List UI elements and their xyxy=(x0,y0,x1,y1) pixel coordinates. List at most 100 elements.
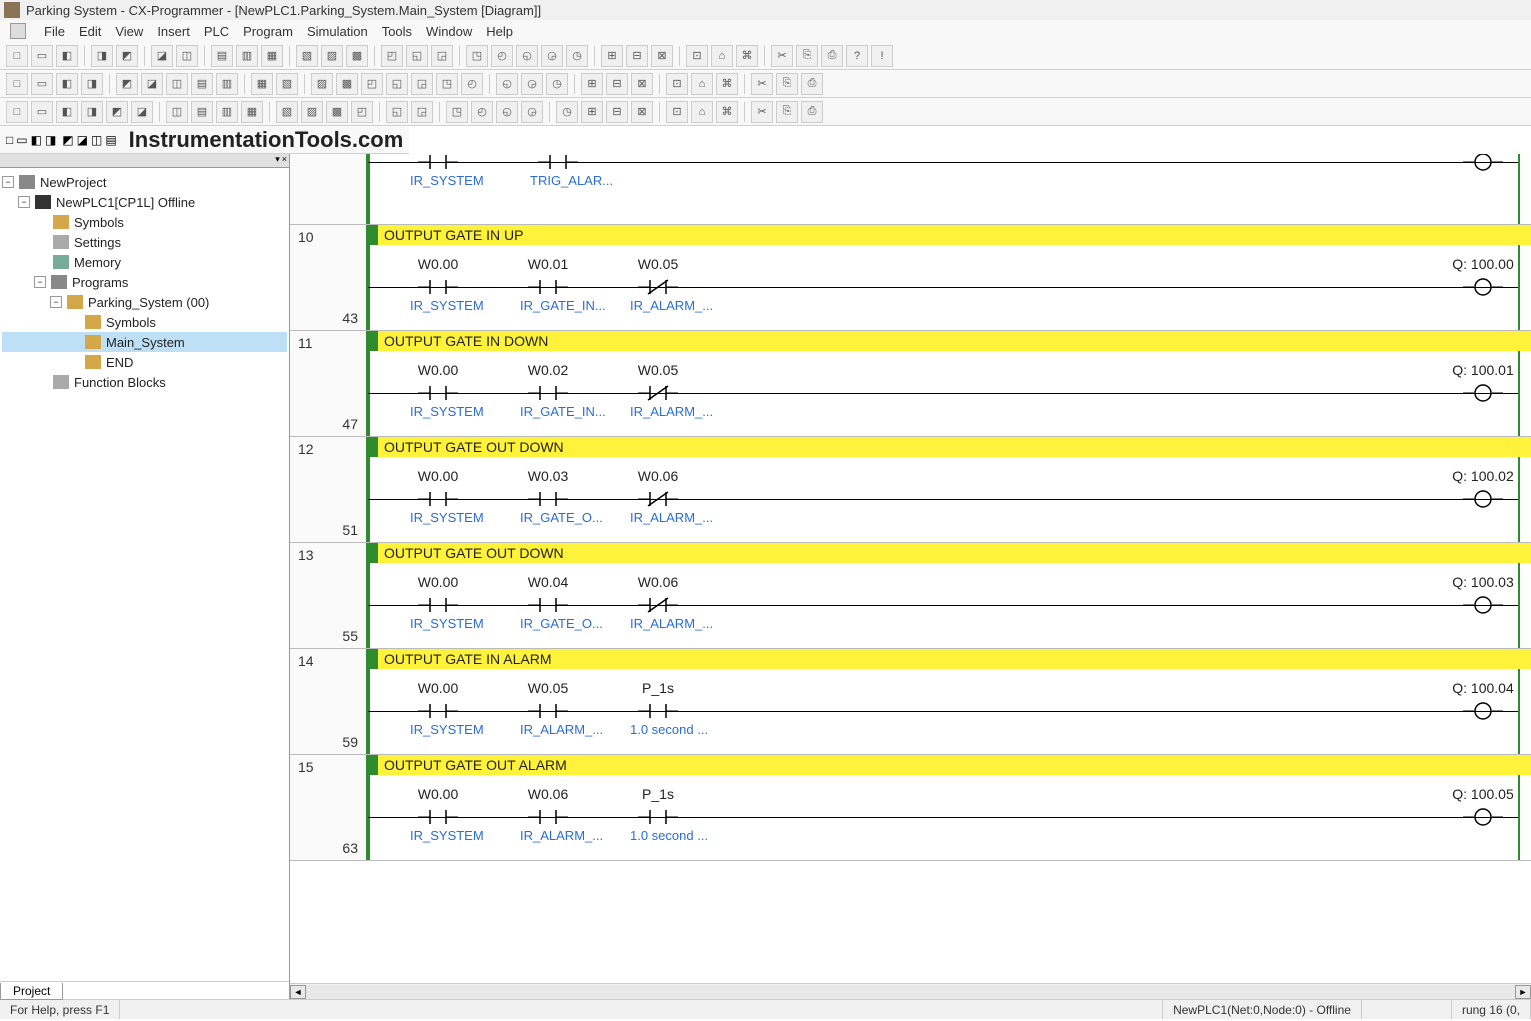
ladder-rung[interactable]: 1563OUTPUT GATE OUT ALARMW0.00IR_SYSTEMW… xyxy=(290,755,1531,861)
toolbar-button[interactable]: ⌂ xyxy=(691,73,713,95)
toolbar-button[interactable]: □ xyxy=(6,73,28,95)
ladder-rung[interactable]: 1147OUTPUT GATE IN DOWNW0.00IR_SYSTEMW0.… xyxy=(290,331,1531,437)
toolbar-button[interactable]: ◨ xyxy=(91,45,113,67)
toolbar-button[interactable]: ◨ xyxy=(45,133,56,147)
toolbar-button[interactable]: ◵ xyxy=(496,101,518,123)
toolbar-button[interactable]: ◪ xyxy=(151,45,173,67)
toolbar-button[interactable]: ◶ xyxy=(521,101,543,123)
menu-program[interactable]: Program xyxy=(243,24,293,39)
toolbar-button[interactable]: ▤ xyxy=(191,101,213,123)
toolbar-button[interactable]: ◲ xyxy=(411,101,433,123)
toolbar-button[interactable]: ⎙ xyxy=(801,101,823,123)
toolbar-button[interactable]: ✂ xyxy=(751,101,773,123)
toolbar-button[interactable]: ▧ xyxy=(296,45,318,67)
toolbar-button[interactable]: ⌘ xyxy=(716,73,738,95)
toolbar-button[interactable]: ◩ xyxy=(116,45,138,67)
doc-icon[interactable] xyxy=(10,23,26,39)
no-contact[interactable]: W0.04IR_GATE_O... xyxy=(528,596,568,614)
nc-contact[interactable]: W0.05IR_ALARM_... xyxy=(638,278,678,296)
toolbar-button[interactable]: ⊡ xyxy=(666,101,688,123)
menu-insert[interactable]: Insert xyxy=(157,24,190,39)
toolbar-button[interactable]: ◰ xyxy=(361,73,383,95)
toolbar-button[interactable]: ◩ xyxy=(106,101,128,123)
output-coil[interactable] xyxy=(1463,154,1503,171)
toolbar-button[interactable]: ✂ xyxy=(771,45,793,67)
toolbar-button[interactable]: ⎘ xyxy=(776,101,798,123)
toolbar-button[interactable]: ▧ xyxy=(276,101,298,123)
toolbar-button[interactable]: ◨ xyxy=(81,101,103,123)
toolbar-button[interactable]: ◩ xyxy=(62,133,73,147)
menu-plc[interactable]: PLC xyxy=(204,24,229,39)
toolbar-button[interactable]: ◨ xyxy=(81,73,103,95)
toolbar-button[interactable]: ▥ xyxy=(236,45,258,67)
toolbar-button[interactable]: ▭ xyxy=(16,133,27,147)
ladder-diagram[interactable]: IR_SYSTEMTRIG_ALAR...IR_ALARM_GATE_OUT10… xyxy=(290,154,1531,999)
toolbar-button[interactable]: ◱ xyxy=(406,45,428,67)
ladder-rung[interactable]: 1355OUTPUT GATE OUT DOWNW0.00IR_SYSTEMW0… xyxy=(290,543,1531,649)
output-coil[interactable]: Q: 100.00 xyxy=(1463,278,1503,296)
toolbar-button[interactable]: ▭ xyxy=(31,73,53,95)
tree-end[interactable]: END xyxy=(2,352,287,372)
toolbar-button[interactable]: ◱ xyxy=(386,73,408,95)
menu-edit[interactable]: Edit xyxy=(79,24,101,39)
toolbar-button[interactable]: ◧ xyxy=(56,73,78,95)
toolbar-button[interactable]: ◧ xyxy=(56,101,78,123)
toolbar-button[interactable]: □ xyxy=(6,101,28,123)
no-contact[interactable]: W0.00IR_SYSTEM xyxy=(418,278,458,296)
toolbar-button[interactable]: ▦ xyxy=(251,73,273,95)
toolbar-button[interactable]: ▭ xyxy=(31,45,53,67)
toolbar-button[interactable]: ⎙ xyxy=(821,45,843,67)
toolbar-button[interactable]: ◰ xyxy=(381,45,403,67)
toolbar-button[interactable]: ◵ xyxy=(516,45,538,67)
ladder-rung[interactable]: 1043OUTPUT GATE IN UPW0.00IR_SYSTEMW0.01… xyxy=(290,225,1531,331)
output-coil[interactable]: Q: 100.03 xyxy=(1463,596,1503,614)
ladder-rung[interactable]: 1251OUTPUT GATE OUT DOWNW0.00IR_SYSTEMW0… xyxy=(290,437,1531,543)
ladder-rung[interactable]: IR_SYSTEMTRIG_ALAR...IR_ALARM_GATE_OUT xyxy=(290,154,1531,225)
toolbar-button[interactable]: ◳ xyxy=(466,45,488,67)
toolbar-button[interactable]: ▨ xyxy=(301,101,323,123)
toolbar-button[interactable]: ⎘ xyxy=(796,45,818,67)
no-contact[interactable]: W0.00IR_SYSTEM xyxy=(418,702,458,720)
toolbar-button[interactable]: ◴ xyxy=(471,101,493,123)
tree-ps-symbols[interactable]: Symbols xyxy=(2,312,287,332)
toolbar-button[interactable]: ◳ xyxy=(446,101,468,123)
toolbar-button[interactable]: ⌂ xyxy=(711,45,733,67)
toolbar-button[interactable]: ◳ xyxy=(436,73,458,95)
output-coil[interactable]: Q: 100.05 xyxy=(1463,808,1503,826)
toolbar-button[interactable]: ⌘ xyxy=(716,101,738,123)
tree-root[interactable]: −NewProject xyxy=(2,172,287,192)
tree-memory[interactable]: Memory xyxy=(2,252,287,272)
no-contact[interactable]: P_1s1.0 second ... xyxy=(638,808,678,826)
menu-simulation[interactable]: Simulation xyxy=(307,24,368,39)
toolbar-button[interactable]: ⊞ xyxy=(581,73,603,95)
no-contact[interactable]: W0.01IR_GATE_IN... xyxy=(528,278,568,296)
no-contact[interactable]: W0.02IR_GATE_IN... xyxy=(528,384,568,402)
toolbar-button[interactable]: ⌂ xyxy=(691,101,713,123)
no-contact[interactable]: IR_SYSTEM xyxy=(418,154,458,171)
scroll-right-icon[interactable]: ► xyxy=(1515,985,1531,999)
toolbar-button[interactable]: ◲ xyxy=(411,73,433,95)
no-contact[interactable]: TRIG_ALAR... xyxy=(538,154,578,171)
toolbar-button[interactable]: ⊟ xyxy=(606,73,628,95)
no-contact[interactable]: W0.05IR_ALARM_... xyxy=(528,702,568,720)
toolbar-button[interactable]: ! xyxy=(871,45,893,67)
toolbar-button[interactable]: ▩ xyxy=(336,73,358,95)
toolbar-button[interactable]: ⊠ xyxy=(631,101,653,123)
toolbar-button[interactable]: ⊟ xyxy=(626,45,648,67)
tree-programs[interactable]: −Programs xyxy=(2,272,287,292)
toolbar-button[interactable]: ◪ xyxy=(131,101,153,123)
toolbar-button[interactable]: ⊠ xyxy=(631,73,653,95)
toolbar-button[interactable]: ⊞ xyxy=(581,101,603,123)
toolbar-button[interactable]: ◷ xyxy=(566,45,588,67)
toolbar-button[interactable]: ⊡ xyxy=(666,73,688,95)
toolbar-button[interactable]: ▨ xyxy=(311,73,333,95)
tree-main-system[interactable]: Main_System xyxy=(2,332,287,352)
no-contact[interactable]: W0.06IR_ALARM_... xyxy=(528,808,568,826)
tree-settings[interactable]: Settings xyxy=(2,232,287,252)
sidebar-tab-project[interactable]: Project xyxy=(0,983,63,1000)
no-contact[interactable]: P_1s1.0 second ... xyxy=(638,702,678,720)
output-coil[interactable]: Q: 100.01 xyxy=(1463,384,1503,402)
toolbar-button[interactable]: ▤ xyxy=(211,45,233,67)
toolbar-button[interactable]: ▩ xyxy=(326,101,348,123)
toolbar-button[interactable]: ◩ xyxy=(116,73,138,95)
